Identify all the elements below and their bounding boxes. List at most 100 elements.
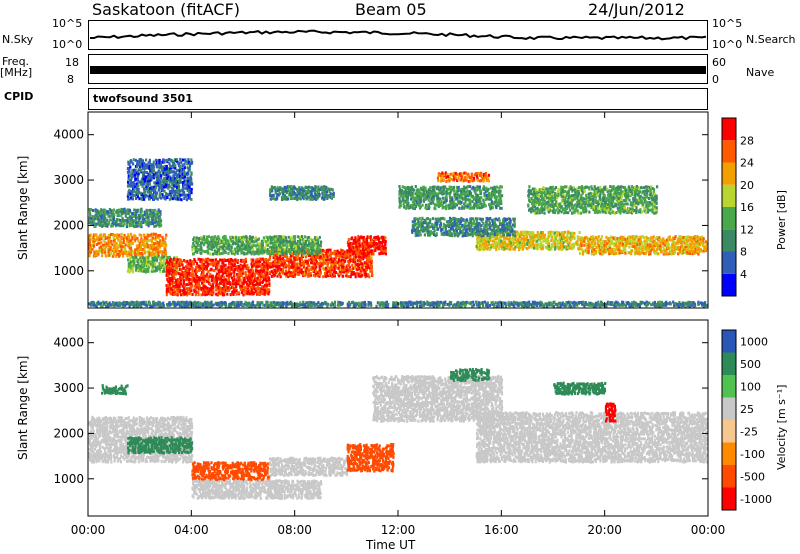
power-cell — [316, 256, 319, 259]
power-cell — [472, 185, 475, 189]
power-cell — [217, 235, 220, 239]
power-cell — [89, 250, 92, 254]
power-cell — [269, 265, 273, 269]
power-cell — [171, 197, 174, 201]
power-cell — [112, 217, 115, 221]
power-cell — [255, 269, 258, 273]
power-cell — [360, 257, 363, 261]
power-cell — [229, 265, 232, 269]
power-cell — [246, 290, 249, 294]
power-cell — [281, 243, 285, 247]
power-cell — [100, 245, 103, 249]
power-cell — [276, 274, 279, 278]
power-cell — [96, 238, 99, 242]
power-cell — [329, 266, 332, 270]
power-cell — [193, 258, 196, 261]
power-cell — [477, 193, 480, 197]
power-cell — [225, 285, 228, 288]
power-cell — [126, 244, 130, 248]
power-cell — [111, 247, 114, 251]
power-cell — [158, 171, 161, 175]
power-cell — [148, 218, 151, 222]
power-cell — [132, 219, 135, 223]
power-cell — [251, 235, 254, 239]
power-cell — [432, 188, 436, 192]
power-cell — [96, 250, 99, 254]
power-cell — [101, 220, 104, 224]
power-cell — [572, 245, 575, 249]
power-cell — [150, 222, 153, 225]
power-cell — [364, 270, 367, 274]
power-cell — [365, 262, 368, 266]
power-cell — [172, 260, 175, 264]
power-cell — [102, 220, 105, 223]
power-cell — [171, 268, 174, 271]
power-cell — [352, 245, 355, 249]
power-cell — [232, 293, 235, 296]
nsearch-bottom-tick: 10^0 — [712, 38, 743, 51]
power-cell — [231, 242, 234, 246]
power-cell — [200, 258, 203, 262]
power-cell — [285, 259, 288, 263]
power-cell — [151, 243, 154, 247]
power-cell — [292, 268, 295, 272]
power-cell — [127, 210, 130, 214]
power-cell — [177, 260, 181, 264]
power-cell — [227, 266, 230, 269]
power-cell — [323, 253, 326, 257]
power-cell — [171, 288, 174, 292]
power-cell — [246, 292, 249, 296]
power-cell — [159, 260, 162, 264]
power-cell — [124, 210, 127, 213]
power-cell — [207, 235, 210, 239]
power-cell — [526, 242, 529, 245]
power-cell — [178, 264, 181, 268]
power-cell — [364, 238, 367, 242]
power-cell — [273, 251, 276, 255]
power-cell — [296, 266, 299, 270]
power-cell — [215, 280, 219, 284]
power-cell — [181, 273, 184, 276]
power-cell — [159, 242, 163, 246]
power-cell — [129, 251, 132, 255]
power-cell — [163, 264, 166, 268]
power-cell — [95, 243, 99, 246]
power-cell — [235, 289, 238, 292]
power-cell — [592, 243, 595, 247]
power-cell — [243, 243, 246, 247]
power-cell — [266, 278, 270, 282]
power-cell — [121, 236, 124, 240]
power-cell — [118, 250, 121, 253]
power-cell — [102, 245, 105, 249]
power-cell — [335, 256, 338, 260]
power-cell — [227, 258, 230, 262]
power-cell — [263, 286, 266, 289]
power-cell — [326, 258, 329, 262]
power-cell — [309, 272, 312, 275]
power-cell — [582, 250, 585, 254]
power-cell — [134, 268, 138, 272]
power-cell — [253, 279, 256, 283]
power-cell — [312, 187, 315, 191]
power-cell — [255, 265, 258, 268]
power-cell — [126, 235, 129, 239]
power-cell — [101, 250, 104, 254]
power-cell — [185, 272, 188, 276]
power-cell — [100, 237, 103, 241]
power-cell — [186, 259, 189, 263]
power-cell — [285, 252, 288, 255]
power-cell — [156, 216, 159, 220]
power-cell — [111, 218, 114, 222]
power-cell — [335, 249, 338, 253]
power-cell — [238, 278, 241, 282]
power-cell — [126, 212, 129, 216]
power-cell — [342, 252, 345, 256]
power-cell — [264, 266, 267, 270]
power-cell — [319, 256, 322, 259]
power-cell — [314, 185, 318, 189]
power-cell — [340, 258, 343, 262]
power-cell — [121, 220, 124, 224]
power-cell — [266, 283, 269, 287]
power-cell — [275, 248, 278, 252]
power-cell — [97, 241, 100, 245]
